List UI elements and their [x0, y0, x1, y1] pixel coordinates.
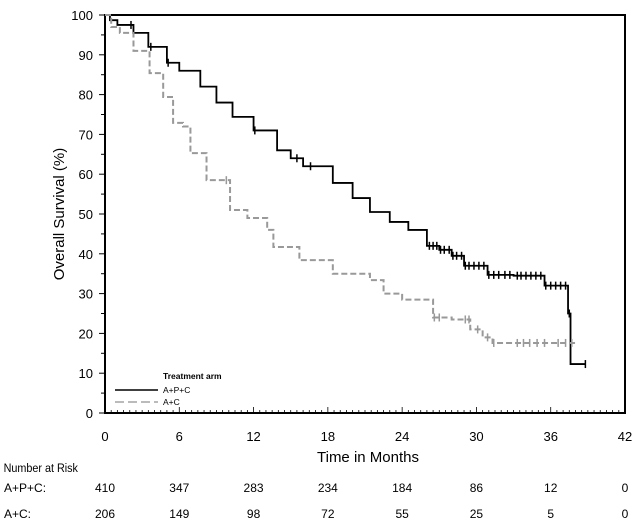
risk-value: 283 — [244, 481, 264, 495]
risk-value: 410 — [95, 481, 115, 495]
y-tick-label: 90 — [79, 48, 93, 63]
y-tick-label: 100 — [71, 8, 93, 23]
risk-value: 98 — [247, 507, 261, 521]
plot-frame — [104, 14, 626, 414]
risk-value: 12 — [544, 481, 558, 495]
x-tick-label: 42 — [618, 429, 632, 444]
x-tick-label: 12 — [246, 429, 260, 444]
x-tick-label: 18 — [321, 429, 335, 444]
y-tick-label: 80 — [79, 88, 93, 103]
risk-value: 25 — [470, 507, 484, 521]
y-axis: 0 10 20 30 40 50 60 70 80 90 100 — [71, 8, 105, 421]
legend-title: Treatment arm — [163, 371, 222, 381]
risk-value: 206 — [95, 507, 115, 521]
risk-table: Number at Risk A+P+C: A+C: 410 347 283 234 1… — [4, 463, 629, 521]
x-axis-label: Time in Months — [317, 449, 419, 466]
legend: Treatment arm A+P+C A+C — [115, 371, 222, 407]
risk-value: 347 — [169, 481, 189, 495]
risk-row-label: A+C: — [4, 507, 31, 521]
y-tick-label: 40 — [79, 247, 93, 262]
risk-value: 0 — [622, 481, 629, 495]
risk-value: 5 — [547, 507, 554, 521]
x-tick-label: 24 — [395, 429, 409, 444]
x-tick-label: 6 — [176, 429, 183, 444]
x-tick-label: 36 — [543, 429, 557, 444]
legend-label-a-c: A+C — [163, 397, 180, 407]
risk-value: 149 — [169, 507, 189, 521]
risk-row-label: A+P+C: — [4, 481, 46, 495]
curve-a-p-c — [105, 14, 586, 365]
y-tick-label: 10 — [79, 366, 93, 381]
curve-a-c — [105, 14, 576, 344]
survival-curves — [105, 14, 587, 369]
risk-value: 86 — [470, 481, 484, 495]
y-tick-label: 70 — [79, 127, 93, 142]
risk-value: 55 — [395, 507, 409, 521]
y-axis-label: Overall Survival (%) — [51, 148, 68, 281]
y-tick-label: 50 — [79, 207, 93, 222]
risk-value: 0 — [622, 507, 629, 521]
x-tick-label: 30 — [469, 429, 483, 444]
risk-value: 234 — [318, 481, 338, 495]
x-tick-label: 0 — [101, 429, 108, 444]
x-axis: 0 6 12 18 24 30 36 42 — [101, 407, 632, 444]
y-tick-label: 30 — [79, 287, 93, 302]
risk-value: 72 — [321, 507, 335, 521]
risk-value: 184 — [392, 481, 412, 495]
legend-label-a-p-c: A+P+C — [163, 385, 190, 395]
y-tick-label: 20 — [79, 326, 93, 341]
risk-table-title: Number at Risk — [4, 463, 79, 476]
y-tick-label: 0 — [86, 406, 93, 421]
y-tick-label: 60 — [79, 167, 93, 182]
